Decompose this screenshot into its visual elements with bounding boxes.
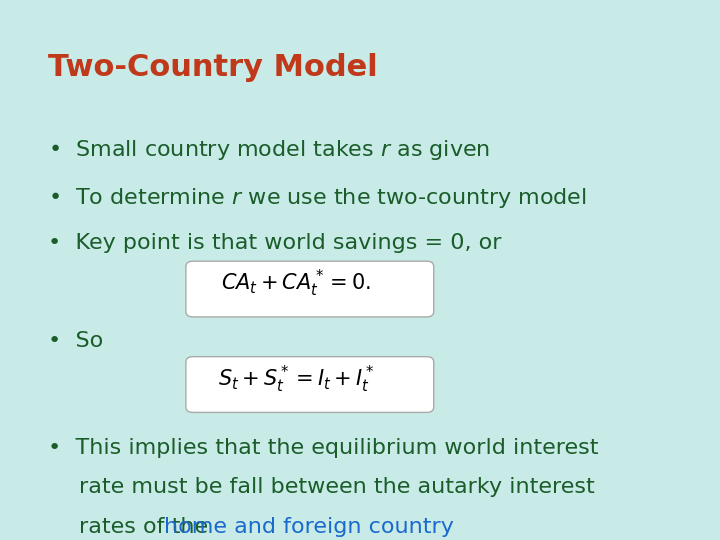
Text: $CA_t + CA_t^* = 0.$: $CA_t + CA_t^* = 0.$ xyxy=(221,268,371,299)
Text: rate must be fall between the autarky interest: rate must be fall between the autarky in… xyxy=(79,477,595,497)
Text: •  Key point is that world savings = 0, or: • Key point is that world savings = 0, o… xyxy=(48,233,502,253)
Text: home and foreign country: home and foreign country xyxy=(164,517,454,537)
FancyBboxPatch shape xyxy=(186,261,433,317)
Text: •  This implies that the equilibrium world interest: • This implies that the equilibrium worl… xyxy=(48,437,599,457)
FancyBboxPatch shape xyxy=(186,357,433,413)
Text: •  To determine $r$ we use the two-country model: • To determine $r$ we use the two-countr… xyxy=(48,186,587,210)
Text: •  Small country model takes $r$ as given: • Small country model takes $r$ as given xyxy=(48,138,490,162)
Text: $S_t + S_t^* = I_t + I_t^*$: $S_t + S_t^* = I_t + I_t^*$ xyxy=(217,363,374,395)
Text: •  So: • So xyxy=(48,332,104,352)
Text: Two-Country Model: Two-Country Model xyxy=(48,53,378,82)
Text: rates of the: rates of the xyxy=(79,517,215,537)
